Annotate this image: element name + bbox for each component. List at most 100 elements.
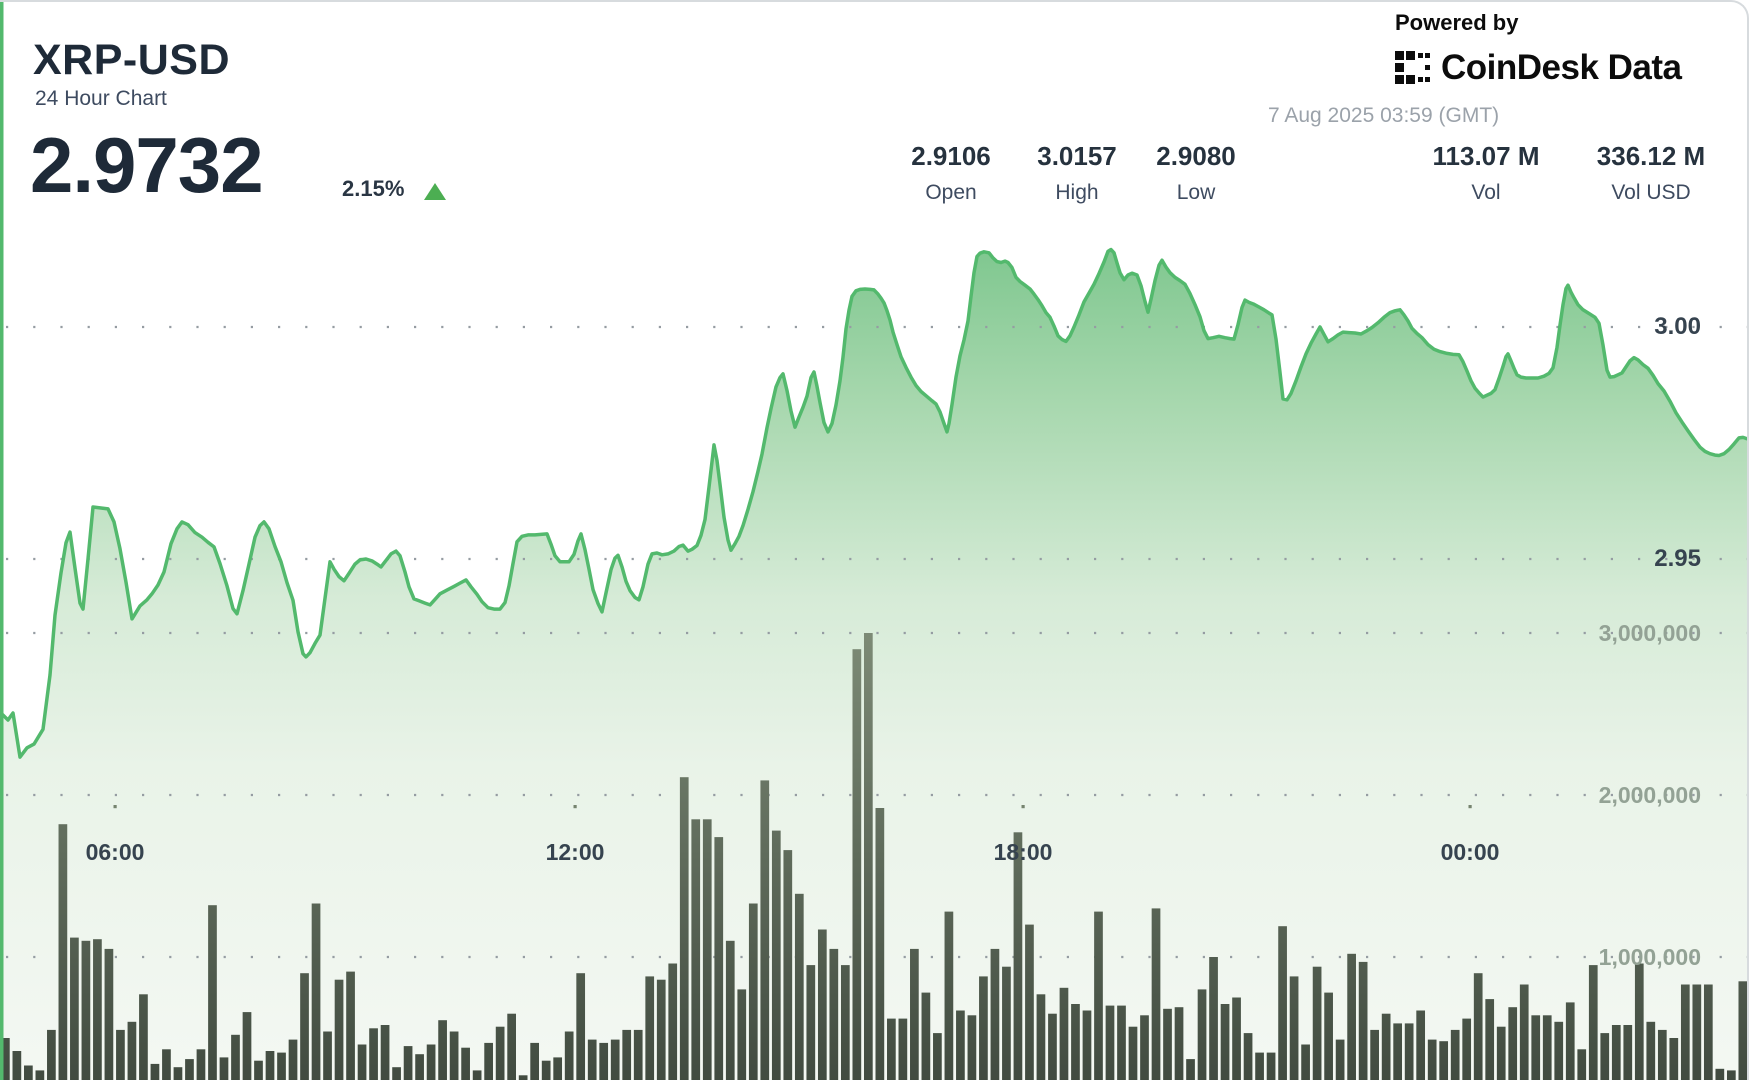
volume-bar: [979, 976, 988, 1080]
volume-bar: [1577, 1049, 1587, 1080]
volume-bar: [956, 1010, 965, 1080]
volume-bar: [1013, 832, 1023, 1080]
volume-bar: [679, 777, 689, 1080]
volume-bar: [564, 1031, 574, 1080]
stat-high: 3.0157 High: [1037, 141, 1117, 205]
volume-bar: [656, 979, 666, 1080]
volume-bar: [1404, 1023, 1414, 1080]
volume-bar: [921, 992, 931, 1080]
volume-bar: [116, 1029, 125, 1080]
volume-bar: [58, 824, 68, 1080]
volume-bar: [139, 994, 148, 1080]
chart-subtitle: 24 Hour Chart: [35, 87, 167, 110]
volume-bar: [1197, 989, 1207, 1080]
volume-bar: [1508, 1007, 1518, 1080]
volume-bar: [518, 1075, 528, 1080]
volume-bar: [1, 1038, 10, 1080]
volume-bar: [1634, 963, 1644, 1080]
volume-bar: [403, 1046, 413, 1080]
volume-bar: [300, 973, 309, 1080]
volume-axis-label: 3,000,000: [1598, 620, 1701, 646]
volume-bar: [1186, 1059, 1195, 1080]
volume-bar: [219, 1057, 229, 1080]
volume-bar: [1209, 957, 1218, 1080]
volume-bar: [1611, 1025, 1621, 1080]
volume-bar: [691, 819, 701, 1080]
volume-bar: [277, 1052, 286, 1080]
volume-bar: [1588, 965, 1598, 1080]
volume-bar: [242, 1012, 252, 1080]
volume-bar: [910, 948, 919, 1080]
stat-vol: 113.07 M Vol: [1433, 141, 1540, 205]
volume-bar: [173, 1067, 183, 1080]
volume-bar: [357, 1044, 367, 1080]
volume-bar: [863, 633, 873, 1080]
volume-bar: [887, 1018, 896, 1080]
volume-bar: [334, 979, 344, 1080]
volume-bar: [702, 819, 712, 1080]
volume-bar: [1301, 1044, 1310, 1080]
volume-bar: [346, 971, 355, 1080]
volume-bar: [380, 1025, 390, 1080]
volume-bar: [852, 649, 862, 1080]
chart-left-edge-line: [0, 2, 4, 1080]
time-axis-label: 00:00: [1440, 839, 1500, 865]
volume-bar: [47, 1029, 56, 1080]
current-price: 2.9732: [30, 121, 264, 209]
volume-bar: [875, 808, 885, 1080]
stat-low-value: 2.9080: [1156, 141, 1236, 171]
volume-bar: [1289, 976, 1299, 1080]
volume-bar: [70, 937, 79, 1080]
volume-bar: [127, 1021, 137, 1080]
volume-bars: [1, 633, 1747, 1080]
volume-bar: [24, 1065, 33, 1080]
volume-bar: [1059, 987, 1069, 1080]
volume-bar: [484, 1042, 493, 1080]
stat-vol-value: 113.07 M: [1432, 141, 1540, 171]
volume-bar: [1048, 1013, 1057, 1080]
volume-bar: [1335, 1039, 1345, 1080]
volume-bar: [1485, 999, 1495, 1080]
volume-bar: [254, 1060, 263, 1080]
volume-bar: [1462, 1018, 1472, 1080]
volume-bar: [817, 929, 827, 1080]
volume-bar: [725, 940, 735, 1080]
volume-bar: [1071, 1004, 1080, 1080]
stat-low-label: Low: [1176, 181, 1216, 204]
volume-bar: [1623, 1025, 1633, 1080]
volume-bar: [771, 830, 781, 1080]
stat-vol-usd-label: Vol USD: [1611, 181, 1691, 204]
volume-bar: [553, 1057, 563, 1080]
volume-bar: [507, 1013, 516, 1080]
volume-axis-label: 1,000,000: [1598, 944, 1701, 970]
volume-bar: [1496, 1026, 1506, 1080]
volume-bar: [472, 1070, 482, 1080]
volume-bar: [1416, 1010, 1426, 1080]
volume-bar: [1220, 1004, 1230, 1080]
volume-bar: [645, 976, 655, 1080]
volume-bar: [392, 1067, 401, 1080]
volume-bar: [1266, 1052, 1276, 1080]
stat-high-value: 3.0157: [1037, 141, 1117, 171]
coindesk-data-logo[interactable]: CoinDesk Data: [1395, 48, 1682, 88]
volume-bar: [1025, 924, 1034, 1080]
volume-axis-label: 2,000,000: [1598, 782, 1701, 808]
volume-bar: [1427, 1039, 1437, 1080]
volume-bar: [576, 973, 586, 1080]
coindesk-mark-icon: [1395, 51, 1430, 84]
volume-bar: [1117, 1005, 1126, 1080]
volume-bar: [1094, 911, 1103, 1080]
volume-bar: [1163, 1008, 1172, 1080]
volume-bar: [530, 1042, 540, 1080]
volume-bar: [1531, 1015, 1541, 1080]
volume-bar: [840, 965, 850, 1080]
volume-bar: [898, 1018, 908, 1080]
volume-bar: [311, 903, 321, 1080]
volume-bar: [1669, 1038, 1679, 1080]
volume-bar: [633, 1029, 643, 1080]
time-axis-label: 18:00: [993, 839, 1053, 865]
stat-vol-usd-value: 336.12 M: [1596, 141, 1706, 171]
volume-bar: [1381, 1013, 1391, 1080]
volume-bar: [1703, 984, 1713, 1080]
